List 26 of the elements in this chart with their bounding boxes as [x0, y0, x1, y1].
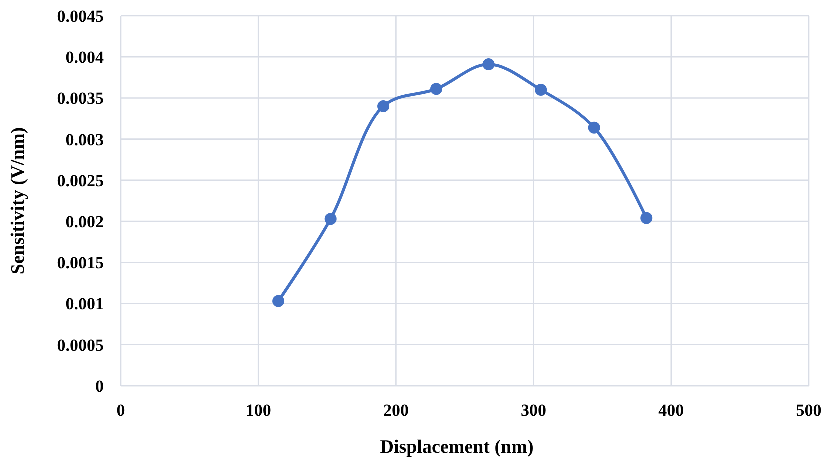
point: [430, 83, 443, 96]
x-tick-label: 500: [796, 401, 822, 420]
y-axis-title: Sensitivity (V/nm): [8, 127, 29, 275]
x-tick-label: 100: [246, 401, 272, 420]
y-tick-label: 0.0035: [57, 89, 104, 108]
y-tick-label: 0.001: [66, 294, 104, 314]
y-tick-label: 0.0045: [57, 6, 104, 26]
y-tick-label: 0.0005: [57, 336, 104, 355]
x-tick-label: 0: [116, 401, 126, 420]
point: [535, 84, 548, 96]
y-tick-label: 0.004: [66, 48, 104, 68]
y-tick-label: 0.003: [66, 130, 104, 150]
point: [588, 122, 600, 134]
y-tick-label: 0.002: [66, 212, 104, 232]
x-tick-label: 300: [521, 401, 547, 420]
point: [324, 213, 337, 226]
point: [272, 295, 285, 308]
y-tick-label: 0.0025: [57, 171, 104, 190]
y-tick-label: 0: [96, 376, 104, 396]
point: [640, 212, 653, 224]
x-axis-title: Displacement (nm): [380, 437, 534, 458]
x-tick-label: 200: [383, 401, 409, 420]
point: [378, 100, 390, 112]
point: [482, 58, 495, 71]
x-tick-label: 400: [658, 401, 684, 420]
y-tick-label: 0.0015: [57, 254, 104, 273]
